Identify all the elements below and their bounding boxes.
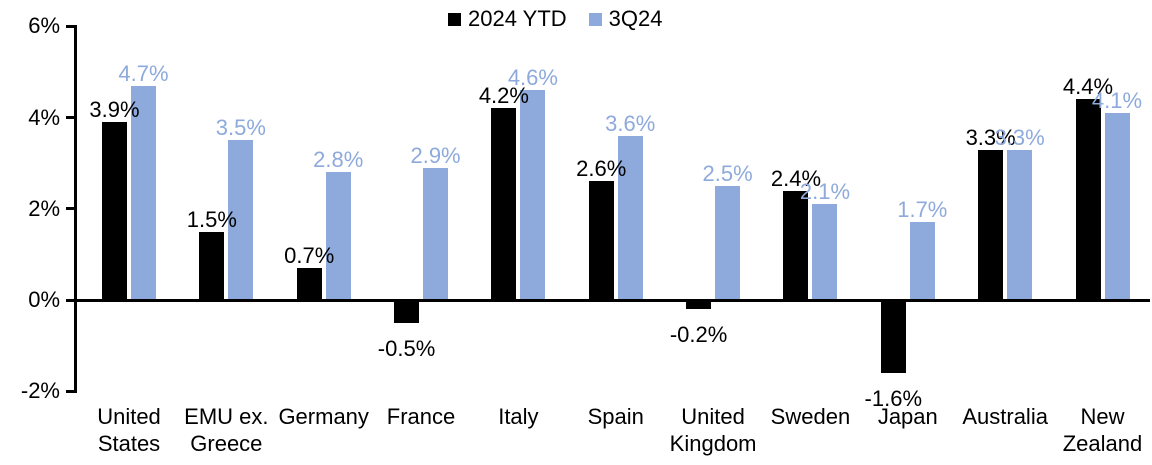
bar-3q24-italy: [520, 90, 546, 300]
y-tick-mark-2: [66, 207, 75, 211]
category-label-new-zealand: New Zealand: [1062, 404, 1143, 456]
category-label-japan: Japan: [877, 404, 938, 429]
data-label-3q24-united-states: 4.7%: [118, 60, 169, 86]
category-label-spain: Spain: [587, 404, 644, 429]
data-label-2024-ytd-emu-ex-greece: 1.5%: [186, 206, 237, 232]
category-label-united-kingdom: United Kingdom: [669, 404, 757, 456]
bar-3q24-japan: [909, 222, 935, 300]
bar-3q24-germany: [325, 172, 351, 300]
bar-2024-ytd-france: [394, 300, 420, 323]
legend-label-3q24: 3Q24: [608, 6, 663, 31]
legend-label-2024-ytd: 2024 YTD: [468, 6, 567, 31]
bar-3q24-france: [423, 167, 449, 300]
bar-3q24-united-states: [131, 85, 156, 300]
data-label-3q24-emu-ex-greece: 3.5%: [215, 115, 266, 141]
bar-3q24-new-zealand: [1104, 113, 1130, 300]
data-label-3q24-sweden: 2.1%: [799, 179, 851, 205]
legend-item-2024-ytd: 2024 YTD: [448, 6, 567, 32]
data-label-2024-ytd-japan: -1.6%: [864, 385, 923, 411]
data-label-3q24-united-kingdom: 2.5%: [702, 161, 753, 186]
category-label-france: France: [386, 404, 456, 429]
bar-2024-ytd-united-kingdom: [686, 300, 712, 310]
y-axis-line: [74, 25, 77, 393]
bar-2024-ytd-australia: [978, 149, 1004, 300]
legend-swatch-2024-ytd-icon: [448, 12, 461, 26]
bar-2024-ytd-spain: [588, 181, 614, 300]
x-axis-baseline: [74, 299, 1150, 302]
legend-item-3q24: 3Q24: [588, 6, 663, 32]
data-label-3q24-germany: 2.8%: [313, 147, 364, 173]
data-label-2024-ytd-united-kingdom: -0.2%: [669, 322, 728, 348]
category-label-australia: Australia: [962, 404, 1048, 429]
category-label-united-states: United States: [97, 404, 161, 456]
y-tick-label-6: 6%: [28, 13, 60, 39]
data-label-2024-ytd-new-zealand: 4.4%: [1062, 74, 1114, 100]
y-tick-label-4: 4%: [28, 104, 60, 130]
data-label-2024-ytd-australia: 3.3%: [965, 124, 1016, 150]
bar-3q24-emu-ex-greece: [228, 140, 254, 300]
data-label-3q24-france: 2.9%: [410, 142, 461, 168]
bar-3q24-spain: [617, 135, 643, 300]
data-label-2024-ytd-sweden: 2.4%: [770, 165, 822, 191]
bar-2024-ytd-united-states: [102, 122, 127, 300]
bar-3q24-united-kingdom: [715, 186, 741, 300]
data-label-3q24-australia: 3.3%: [994, 124, 1045, 150]
category-label-italy: Italy: [498, 404, 539, 429]
bar-2024-ytd-emu-ex-greece: [199, 231, 225, 300]
data-label-2024-ytd-spain: 2.6%: [576, 156, 627, 182]
y-tick-mark--2: [66, 389, 75, 393]
bar-2024-ytd-germany: [296, 268, 322, 300]
data-label-2024-ytd-germany: 0.7%: [284, 243, 335, 269]
data-label-2024-ytd-italy: 4.2%: [478, 83, 529, 109]
data-label-3q24-spain: 3.6%: [605, 110, 656, 136]
y-tick-mark-6: [66, 24, 75, 28]
data-label-3q24-japan: 1.7%: [897, 197, 948, 223]
y-tick-label-0: 0%: [28, 287, 60, 312]
bar-2024-ytd-italy: [491, 108, 517, 300]
bar-2024-ytd-japan: [880, 300, 906, 373]
bar-3q24-australia: [1007, 149, 1033, 300]
y-tick-mark-4: [66, 116, 75, 120]
data-label-3q24-italy: 4.6%: [507, 65, 558, 91]
category-label-emu-ex-greece: EMU ex. Greece: [184, 404, 269, 456]
bar-2024-ytd-sweden: [783, 190, 809, 300]
y-tick-label--2: -2%: [20, 378, 60, 404]
y-tick-label-2: 2%: [28, 195, 60, 221]
data-label-2024-ytd-united-states: 3.9%: [89, 97, 140, 123]
category-label-sweden: Sweden: [770, 404, 851, 429]
category-label-germany: Germany: [278, 404, 369, 429]
y-tick-mark-0: [66, 298, 75, 302]
bar-3q24-sweden: [812, 204, 838, 300]
bar-2024-ytd-new-zealand: [1075, 99, 1101, 300]
legend: 2024 YTD 3Q24: [448, 6, 662, 32]
data-label-3q24-new-zealand: 4.1%: [1091, 88, 1143, 114]
legend-swatch-3q24-icon: [588, 12, 602, 26]
data-label-2024-ytd-france: -0.5%: [377, 335, 436, 361]
